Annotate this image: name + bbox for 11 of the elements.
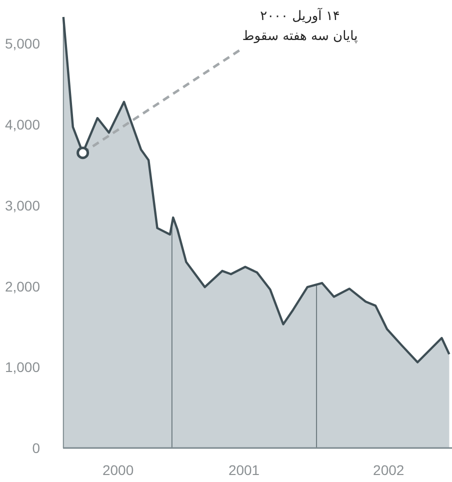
x-tick-label: 2002 (373, 462, 404, 478)
annotation: ۱۴ آوریل ۲۰۰۰ پایان سه هفته سقوط (76, 9, 358, 160)
x-tick-label: 2000 (102, 462, 134, 478)
y-tick-label: 2,000 (4, 278, 40, 294)
y-tick-label: 3,000 (4, 197, 40, 214)
y-tick-label: 4,000 (4, 116, 40, 133)
x-tick-label: 2001 (228, 462, 260, 478)
annotation: ۱۴ آوریل ۲۰۰۰ پایان سه هفته سقوط (242, 7, 358, 44)
y-tick-label: 0 (32, 440, 40, 456)
y-tick-label: 1,000 (4, 359, 40, 376)
y-tick-label: 5,000 (4, 36, 40, 52)
